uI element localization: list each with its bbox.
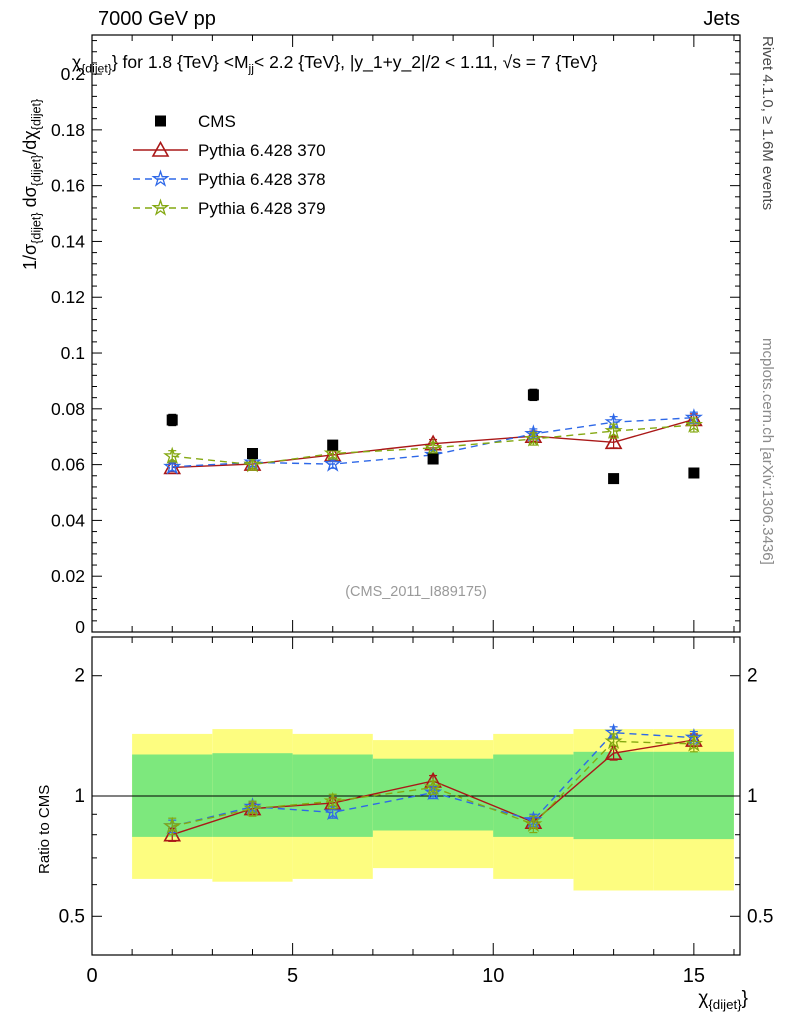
marker-star — [423, 438, 443, 456]
marker-star — [604, 731, 623, 750]
marker-star — [524, 814, 543, 833]
marker-square — [688, 467, 700, 479]
marker-square — [327, 439, 339, 451]
svg-text:0.2: 0.2 — [61, 64, 85, 84]
series-pythia-6.428-379-main — [163, 415, 703, 473]
title-subscript: {dijet} — [81, 61, 112, 76]
legend-label: Pythia 6.428 370 — [198, 141, 326, 160]
svg-text:0.06: 0.06 — [51, 455, 85, 475]
svg-text:0.04: 0.04 — [51, 510, 85, 530]
main-frame — [91, 34, 741, 633]
marker-star — [151, 169, 170, 187]
mcplots-credit-label: mcplots.cern.ch [arXiv:1306.3436] — [759, 338, 776, 565]
watermark: (CMS_2011_I889175) — [345, 584, 487, 600]
marker-triangle — [151, 140, 170, 157]
svg-text:0.18: 0.18 — [51, 120, 85, 140]
axis-tick-labels: 0 0.02 0.04 0.06 0.08 0.1 0.12 0.14 0.16 0.18 0.2 0… — [51, 64, 773, 987]
marker-star — [243, 799, 262, 817]
marker-star — [163, 816, 182, 834]
title-part: χ — [72, 52, 82, 72]
marker-star — [684, 415, 703, 433]
marker-star — [151, 198, 170, 216]
marker-star — [323, 791, 342, 810]
marker-star — [524, 429, 543, 447]
plot-title: χ{dijet}} for 1.8 {TeV} <Mjj< 2.2 {TeV},… — [72, 52, 597, 76]
marker-star — [604, 421, 623, 439]
svg-text:15: 15 — [683, 965, 705, 987]
svg-text:0.12: 0.12 — [51, 287, 85, 307]
title-subscript: jj — [248, 61, 254, 76]
svg-text:0.14: 0.14 — [51, 231, 85, 251]
svg-text:5: 5 — [287, 965, 298, 987]
svg-text:0: 0 — [75, 617, 85, 637]
series-pythia-6.428-379-ratio — [163, 731, 703, 836]
svg-text:0.1: 0.1 — [61, 343, 85, 363]
y-axis-label: 1/σ{dijet} dσ{dijet}/dχ{dijet} — [20, 99, 44, 270]
marker-square — [527, 389, 539, 401]
svg-text:2: 2 — [74, 666, 85, 687]
marker-star — [323, 454, 342, 472]
ylabel-part: /dχ — [20, 130, 40, 155]
marker-star — [243, 455, 262, 473]
legend: CMS Pythia 6.428 370 Pythia 6.428 378 Pythi… — [133, 112, 326, 218]
ylabel-subscript: {dijet} — [29, 212, 44, 244]
svg-text:1: 1 — [747, 786, 758, 807]
marker-triangle — [604, 744, 623, 760]
series-cms-main — [166, 388, 700, 485]
marker-star — [323, 802, 342, 821]
svg-text:1: 1 — [74, 786, 85, 807]
svg-text:0.5: 0.5 — [59, 906, 85, 927]
xlabel-part: χ — [698, 988, 709, 1009]
ylabel-part: dσ — [20, 186, 40, 213]
marker-triangle — [163, 825, 182, 842]
title-part: } for 1.8 {TeV} <M — [111, 52, 249, 72]
axis-ticks — [91, 35, 740, 955]
legend-label: Pythia 6.428 379 — [198, 199, 326, 218]
marker-triangle — [604, 433, 623, 450]
svg-text:0.16: 0.16 — [51, 176, 85, 196]
marker-square — [427, 453, 439, 465]
ylabel-part: 1/σ — [20, 243, 40, 270]
beam-energy-label: 7000 GeV pp — [98, 8, 216, 30]
svg-text:2: 2 — [747, 666, 758, 687]
marker-square — [247, 448, 258, 459]
analysis-category-label: Jets — [703, 8, 740, 30]
xlabel-subscript: {dijet} — [708, 996, 742, 1012]
marker-star — [684, 734, 703, 752]
legend-label: Pythia 6.428 378 — [198, 170, 326, 189]
title-part: < 2.2 {TeV}, |y_1+y_2|/2 < 1.11, √s = 7 … — [253, 52, 598, 72]
svg-text:0.08: 0.08 — [51, 399, 85, 419]
marker-star — [163, 457, 182, 475]
ylabel-subscript: {dijet} — [29, 98, 44, 131]
marker-square — [155, 115, 166, 127]
xlabel-part: } — [741, 988, 748, 1009]
marker-square — [166, 414, 178, 426]
marker-star — [423, 783, 443, 801]
svg-text:10: 10 — [482, 965, 504, 987]
legend-label: CMS — [198, 112, 236, 131]
marker-square — [608, 473, 620, 485]
ylabel-subscript: {dijet} — [29, 154, 44, 187]
rivet-version-label: Rivet 4.1.0, ≥ 1.6M events — [759, 36, 776, 211]
x-axis-label: χ{dijet}} — [698, 988, 748, 1012]
marker-star — [163, 446, 182, 465]
ratio-axis-label: Ratio to CMS — [36, 784, 53, 874]
marker-star — [423, 777, 443, 796]
svg-text:0: 0 — [86, 965, 97, 987]
svg-text:0.02: 0.02 — [51, 566, 85, 586]
svg-text:0.5: 0.5 — [747, 906, 773, 927]
marker-star — [323, 443, 342, 462]
